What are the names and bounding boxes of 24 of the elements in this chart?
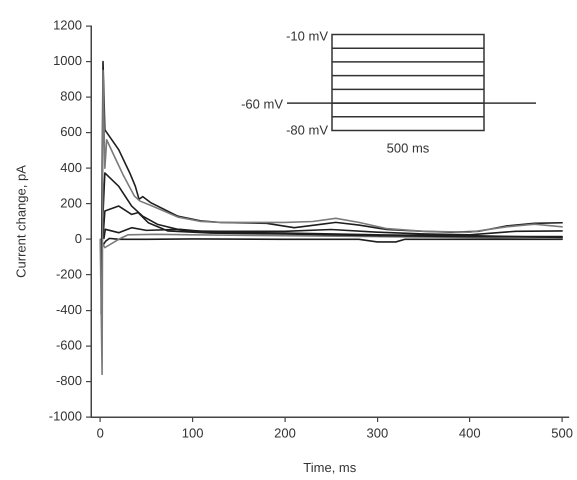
- x-tick-label: 200: [274, 425, 296, 440]
- x-tick-label: 100: [182, 425, 204, 440]
- y-tick-label: -400: [56, 302, 82, 317]
- y-tick-label: -200: [56, 266, 82, 282]
- y-tick-label: 600: [60, 124, 82, 140]
- x-tick-label: 400: [458, 425, 481, 440]
- annotation: -60 mV: [241, 96, 283, 111]
- y-tick-label: 1000: [53, 53, 82, 68]
- annotation: -10 mV: [286, 28, 328, 44]
- y-tick-label: 400: [60, 160, 82, 175]
- y-tick-label: -600: [56, 337, 82, 352]
- y-tick-label: 1200: [53, 18, 82, 33]
- y-tick-label: 0: [74, 230, 82, 246]
- y-tick-label: -1000: [48, 408, 82, 424]
- x-tick-label: 0: [96, 425, 104, 440]
- y-tick-label: 800: [60, 88, 82, 104]
- y-tick-label: 200: [60, 195, 82, 210]
- x-tick-label: 500: [551, 425, 573, 440]
- annotation: -80 mV: [286, 122, 328, 138]
- x-axis-title: Time, ms: [303, 460, 357, 475]
- y-tick-label: -800: [56, 373, 82, 388]
- annotation: 500 ms: [386, 140, 430, 156]
- x-tick-label: 300: [366, 425, 388, 440]
- y-axis-title: Current change, pA: [13, 164, 28, 278]
